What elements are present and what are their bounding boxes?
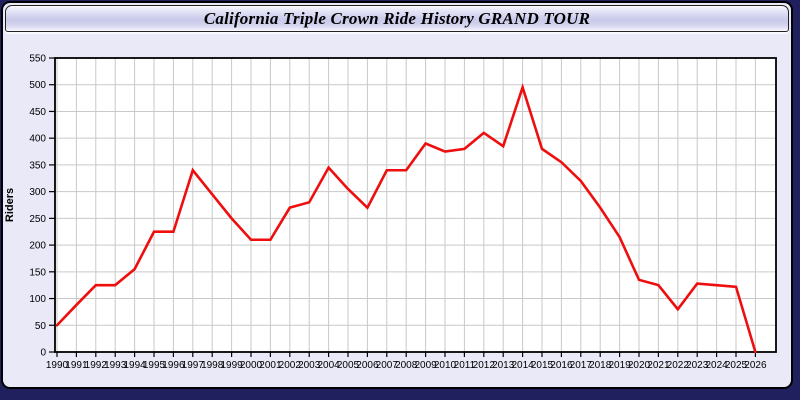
svg-text:2021: 2021 xyxy=(647,360,670,371)
svg-text:1998: 1998 xyxy=(201,360,224,371)
svg-text:2006: 2006 xyxy=(356,360,379,371)
svg-text:300: 300 xyxy=(29,187,46,198)
svg-text:Riders: Riders xyxy=(4,188,16,222)
svg-text:2022: 2022 xyxy=(667,360,690,371)
svg-text:2018: 2018 xyxy=(589,360,612,371)
svg-text:2014: 2014 xyxy=(511,360,534,371)
svg-text:2015: 2015 xyxy=(531,360,554,371)
svg-text:2024: 2024 xyxy=(705,360,728,371)
svg-text:550: 550 xyxy=(29,54,46,65)
svg-text:1997: 1997 xyxy=(182,360,205,371)
svg-text:1995: 1995 xyxy=(143,360,166,371)
svg-text:500: 500 xyxy=(29,80,46,91)
svg-text:2004: 2004 xyxy=(317,360,340,371)
svg-text:2010: 2010 xyxy=(434,360,457,371)
svg-text:1991: 1991 xyxy=(65,360,88,371)
chart-title: California Triple Crown Ride History GRA… xyxy=(203,8,591,28)
svg-text:250: 250 xyxy=(29,214,46,225)
svg-text:50: 50 xyxy=(35,321,47,332)
svg-text:2002: 2002 xyxy=(279,360,302,371)
svg-text:2005: 2005 xyxy=(337,360,360,371)
svg-text:1993: 1993 xyxy=(104,360,127,371)
bottom-strip xyxy=(0,394,800,400)
window-titlebar: California Triple Crown Ride History GRA… xyxy=(5,5,789,32)
svg-text:2011: 2011 xyxy=(454,360,476,371)
svg-text:1996: 1996 xyxy=(162,360,185,371)
svg-text:2013: 2013 xyxy=(492,360,515,371)
svg-text:2009: 2009 xyxy=(414,360,437,371)
svg-text:2007: 2007 xyxy=(376,360,399,371)
svg-text:2000: 2000 xyxy=(240,360,263,371)
svg-text:2026: 2026 xyxy=(744,360,767,371)
svg-text:2025: 2025 xyxy=(725,360,748,371)
svg-text:1999: 1999 xyxy=(220,360,243,371)
svg-text:350: 350 xyxy=(29,160,46,171)
svg-text:0: 0 xyxy=(40,348,46,359)
svg-text:2020: 2020 xyxy=(628,360,651,371)
svg-text:2001: 2001 xyxy=(259,360,282,371)
svg-text:2019: 2019 xyxy=(608,360,631,371)
svg-text:2003: 2003 xyxy=(298,360,321,371)
svg-text:100: 100 xyxy=(29,294,46,305)
svg-text:2008: 2008 xyxy=(395,360,418,371)
svg-text:450: 450 xyxy=(29,107,46,118)
svg-text:1990: 1990 xyxy=(46,360,69,371)
svg-text:150: 150 xyxy=(29,267,46,278)
svg-text:400: 400 xyxy=(29,134,46,145)
svg-text:2023: 2023 xyxy=(686,360,709,371)
svg-text:1992: 1992 xyxy=(85,360,108,371)
svg-text:200: 200 xyxy=(29,241,46,252)
svg-text:2012: 2012 xyxy=(473,360,496,371)
svg-text:2016: 2016 xyxy=(550,360,573,371)
svg-text:1994: 1994 xyxy=(123,360,146,371)
svg-text:2017: 2017 xyxy=(570,360,593,371)
